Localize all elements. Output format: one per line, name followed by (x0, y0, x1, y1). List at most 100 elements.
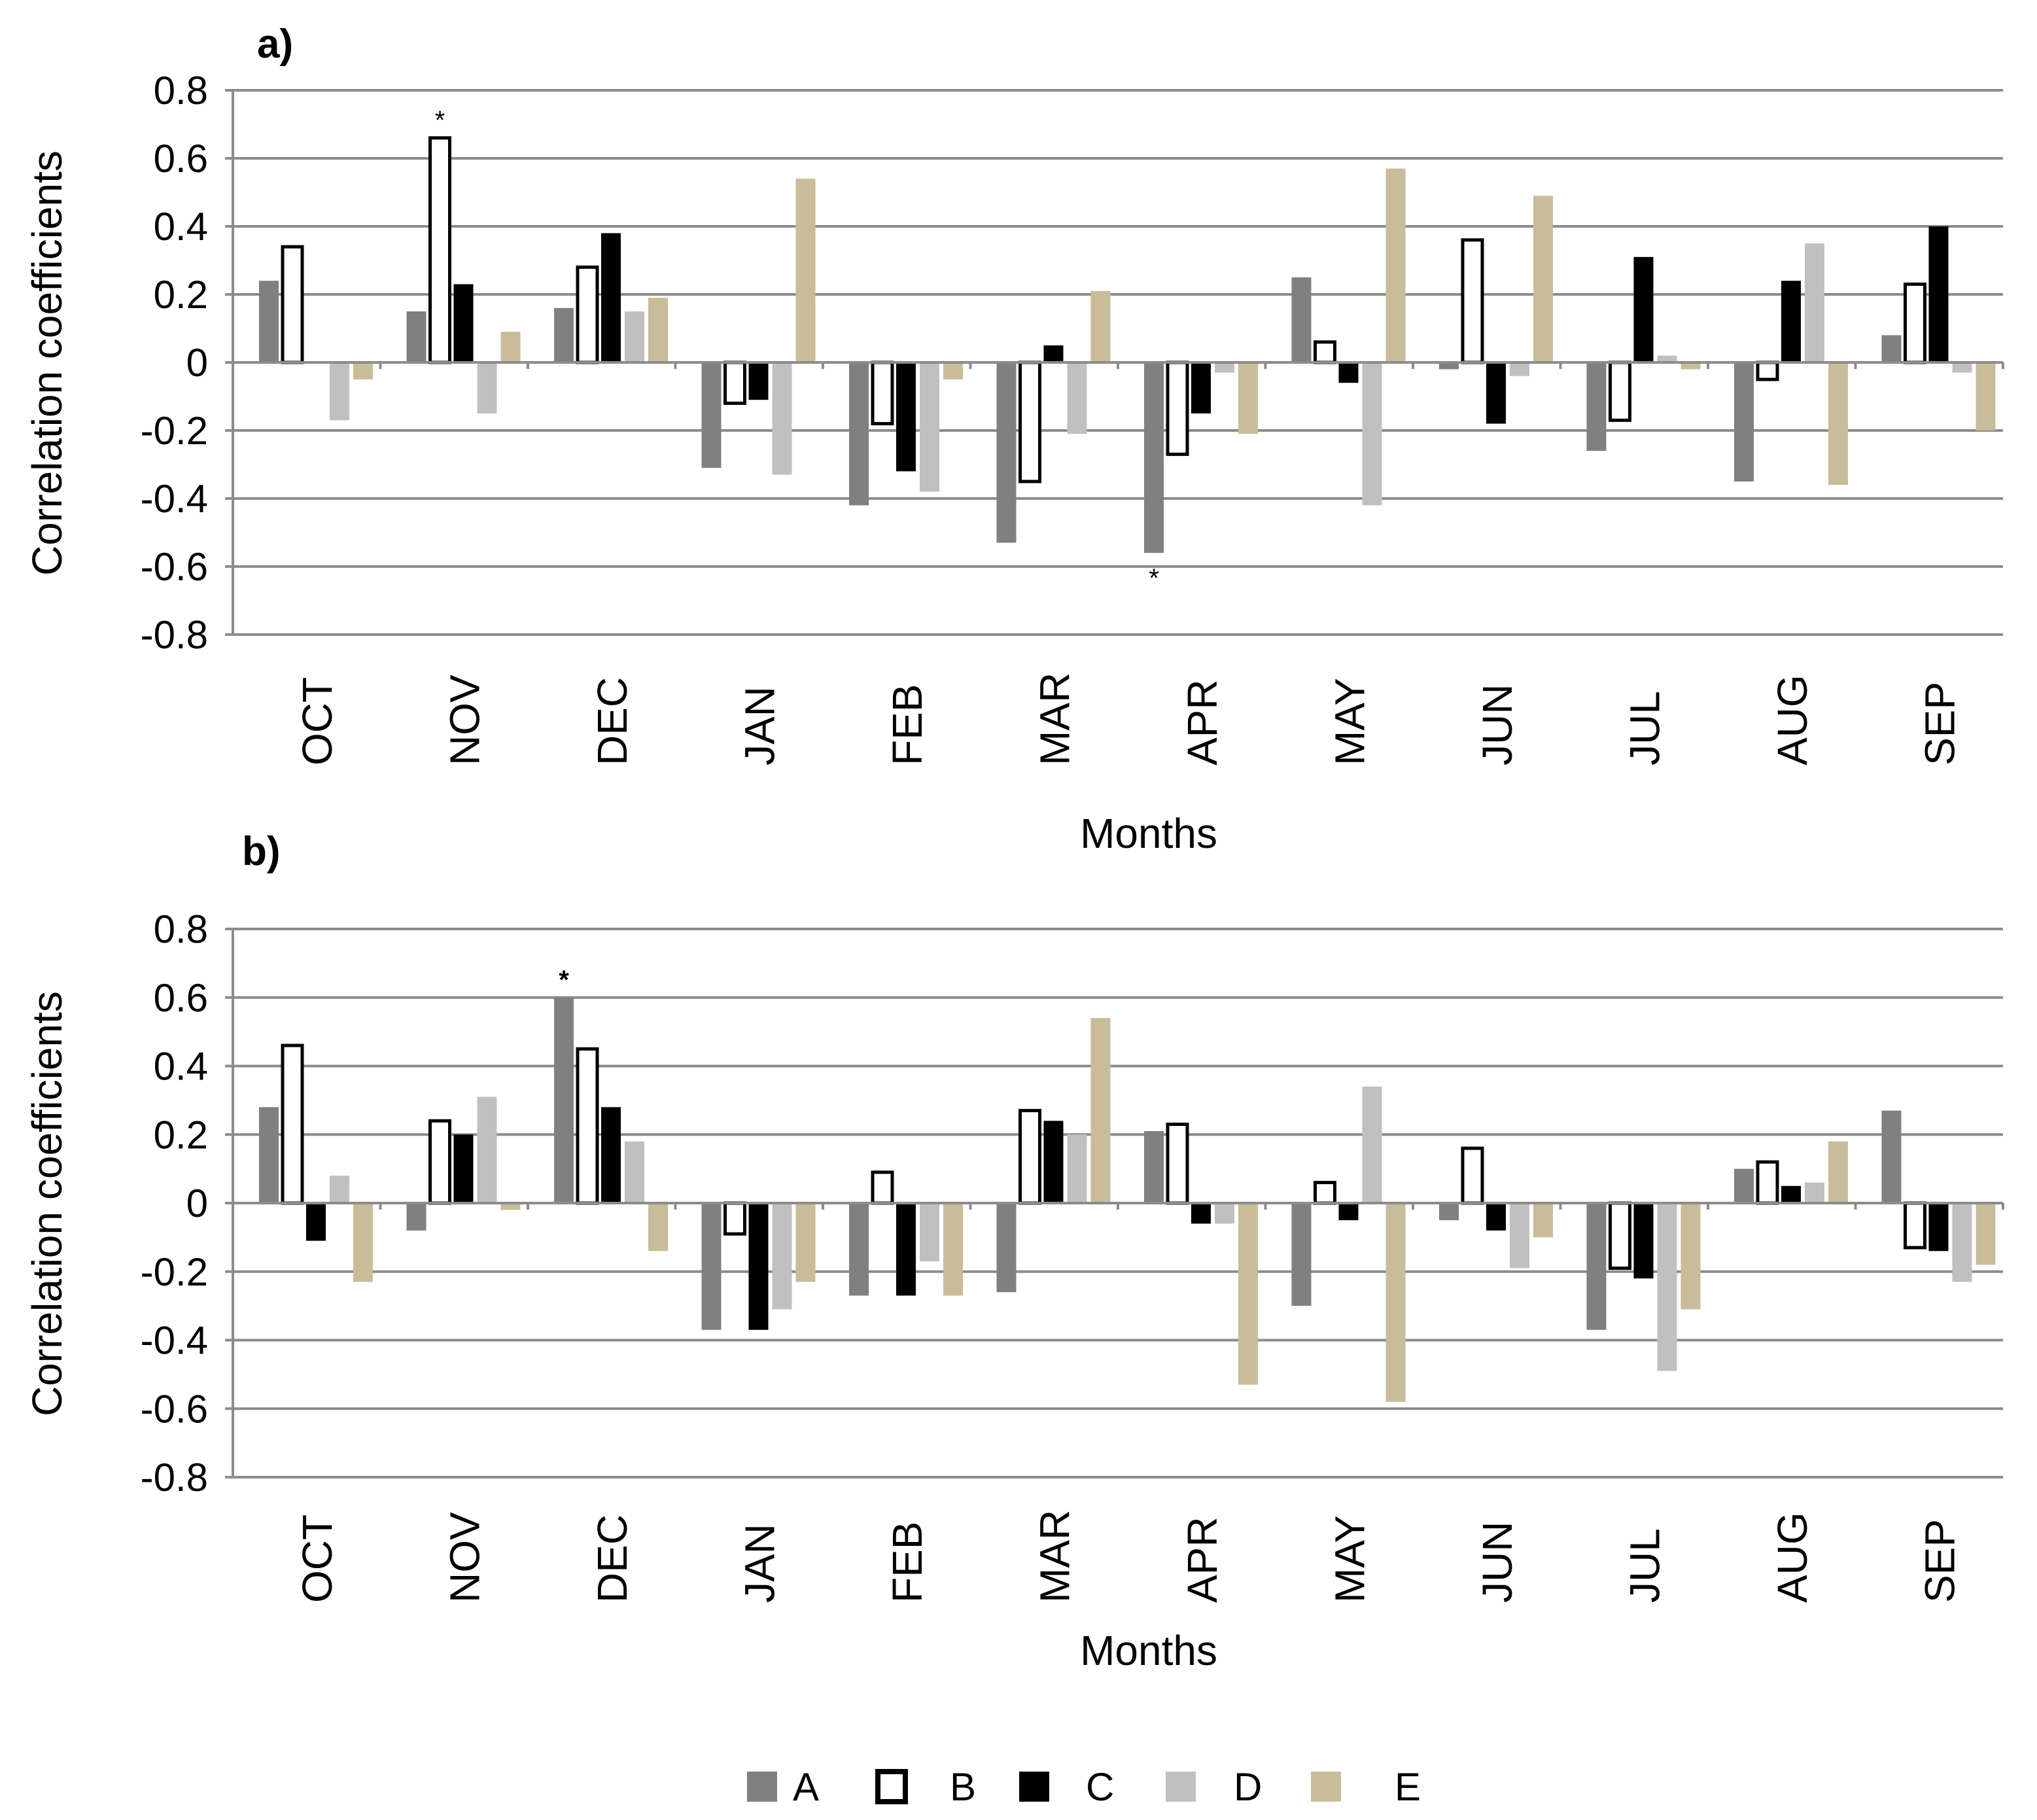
x-tick-label-jul: JUL (1622, 691, 1669, 765)
bar-e-mar (1090, 290, 1111, 362)
bar-a-feb (849, 362, 869, 506)
bar-b-apr (1166, 1123, 1189, 1205)
bar-e-oct (353, 362, 373, 379)
bar-e-jun (1533, 196, 1553, 362)
legend-label-b: B (950, 1765, 976, 1809)
bar-d-may (1362, 362, 1382, 506)
x-tick-label-aug: AUG (1769, 674, 1816, 765)
x-tick-label-aug: AUG (1769, 1512, 1816, 1603)
panel-label: b) (242, 829, 281, 874)
bar-e-aug (1828, 1141, 1848, 1203)
x-tick-label-oct: OCT (294, 1514, 341, 1603)
bar-d-jun (1510, 1203, 1529, 1269)
y-tick-label: 0.6 (154, 137, 208, 181)
bar-b-jan (723, 360, 746, 405)
bar-a-nov (406, 1203, 427, 1231)
y-tick-label: 0.8 (154, 69, 208, 113)
x-tick-label-dec: DEC (589, 1514, 636, 1603)
bar-b-dec (576, 265, 599, 364)
bar-c-may (1338, 1203, 1359, 1221)
legend-swatch-c (1019, 1772, 1049, 1802)
bar-c-sep (1928, 226, 1949, 362)
bar-a-feb (849, 1203, 869, 1296)
legend-swatch-a (747, 1772, 777, 1802)
y-tick-label: 0.8 (154, 907, 208, 951)
bar-b-feb (871, 360, 894, 426)
y-tick-label: -0.2 (141, 409, 208, 453)
bar-d-jan (772, 1203, 792, 1310)
panel-a: a) 0.8 0.6 0.4 0.2 0 -0.2 -0.4 -0.6 -0.8 Correlati… (24, 22, 2004, 857)
bar-e-jan (795, 179, 816, 362)
bar-d-dec (625, 1141, 644, 1203)
y-tick-label: 0 (186, 1181, 208, 1225)
y-tick-label: -0.8 (141, 1456, 208, 1499)
significance-marker: * (435, 106, 445, 135)
bar-b-jun (1461, 1146, 1484, 1205)
bar-a-mar (996, 362, 1017, 543)
y-tick-label: -0.6 (141, 1387, 208, 1431)
bar-b-aug (1756, 1160, 1779, 1205)
bar-b-oct (281, 245, 304, 364)
bar-a-jun (1439, 362, 1459, 370)
bar-a-jun (1439, 1203, 1459, 1221)
x-tick-label-jun: JUN (1474, 1522, 1521, 1603)
bar-e-dec (648, 298, 668, 362)
bar-c-may (1338, 362, 1359, 383)
legend-label-d: D (1234, 1765, 1262, 1809)
y-tick-label: -0.8 (141, 613, 208, 657)
bar-d-sep (1952, 1203, 1972, 1282)
x-tick-label-oct: OCT (294, 677, 341, 765)
y-tick-label: 0.6 (154, 976, 208, 1020)
bar-b-jul (1609, 1201, 1631, 1270)
bar-d-jul (1657, 355, 1677, 362)
bar-e-oct (353, 1203, 373, 1282)
bar-e-nov (500, 1203, 521, 1210)
bar-a-apr (1144, 1131, 1164, 1203)
y-tick-label: -0.4 (141, 477, 208, 521)
bar-b-aug (1756, 360, 1779, 381)
bar-a-sep (1881, 1110, 1902, 1203)
bar-a-apr (1144, 362, 1164, 553)
bar-c-dec (601, 233, 621, 362)
significance-marker: * (559, 966, 569, 994)
bar-b-jul (1609, 360, 1631, 422)
y-axis-title: Correlation coefficients (24, 150, 71, 576)
bar-a-mar (996, 1203, 1017, 1293)
bar-b-sep (1904, 1201, 1926, 1250)
x-tick-label-mar: MAR (1032, 1510, 1079, 1603)
significance-marker: * (1149, 564, 1159, 593)
bar-c-aug (1781, 281, 1801, 362)
legend-swatch-b (875, 1769, 908, 1804)
bar-b-may (1314, 1181, 1336, 1205)
bar-e-may (1385, 168, 1406, 362)
bar-d-mar (1067, 362, 1087, 434)
bar-c-nov (453, 1134, 474, 1203)
bar-c-jul (1633, 1203, 1654, 1279)
legend-label-c: C (1086, 1765, 1114, 1809)
bar-e-nov (500, 332, 521, 362)
bar-c-aug (1781, 1185, 1801, 1203)
bar-c-apr (1191, 1203, 1211, 1224)
y-tick-label: 0.2 (154, 273, 208, 317)
bar-d-may (1362, 1086, 1382, 1203)
bar-e-jul (1680, 362, 1701, 370)
y-tick-label: 0.4 (154, 205, 208, 249)
bar-c-jun (1486, 362, 1506, 424)
x-tick-label-apr: APR (1179, 679, 1226, 765)
bar-b-mar (1018, 1109, 1041, 1205)
bar-c-dec (601, 1107, 621, 1203)
bar-e-aug (1828, 362, 1848, 485)
bar-c-nov (453, 284, 474, 362)
bar-e-jan (795, 1203, 816, 1282)
x-tick-label-mar: MAR (1032, 673, 1079, 765)
bar-e-jul (1680, 1203, 1701, 1310)
bar-e-mar (1090, 1018, 1111, 1203)
bar-a-may (1291, 1203, 1312, 1306)
x-tick-label-feb: FEB (884, 1522, 931, 1603)
panel-label: a) (257, 22, 293, 67)
bar-c-jan (748, 362, 769, 400)
bar-a-oct (259, 281, 279, 362)
bar-a-dec (554, 997, 574, 1203)
bar-e-dec (648, 1203, 668, 1251)
